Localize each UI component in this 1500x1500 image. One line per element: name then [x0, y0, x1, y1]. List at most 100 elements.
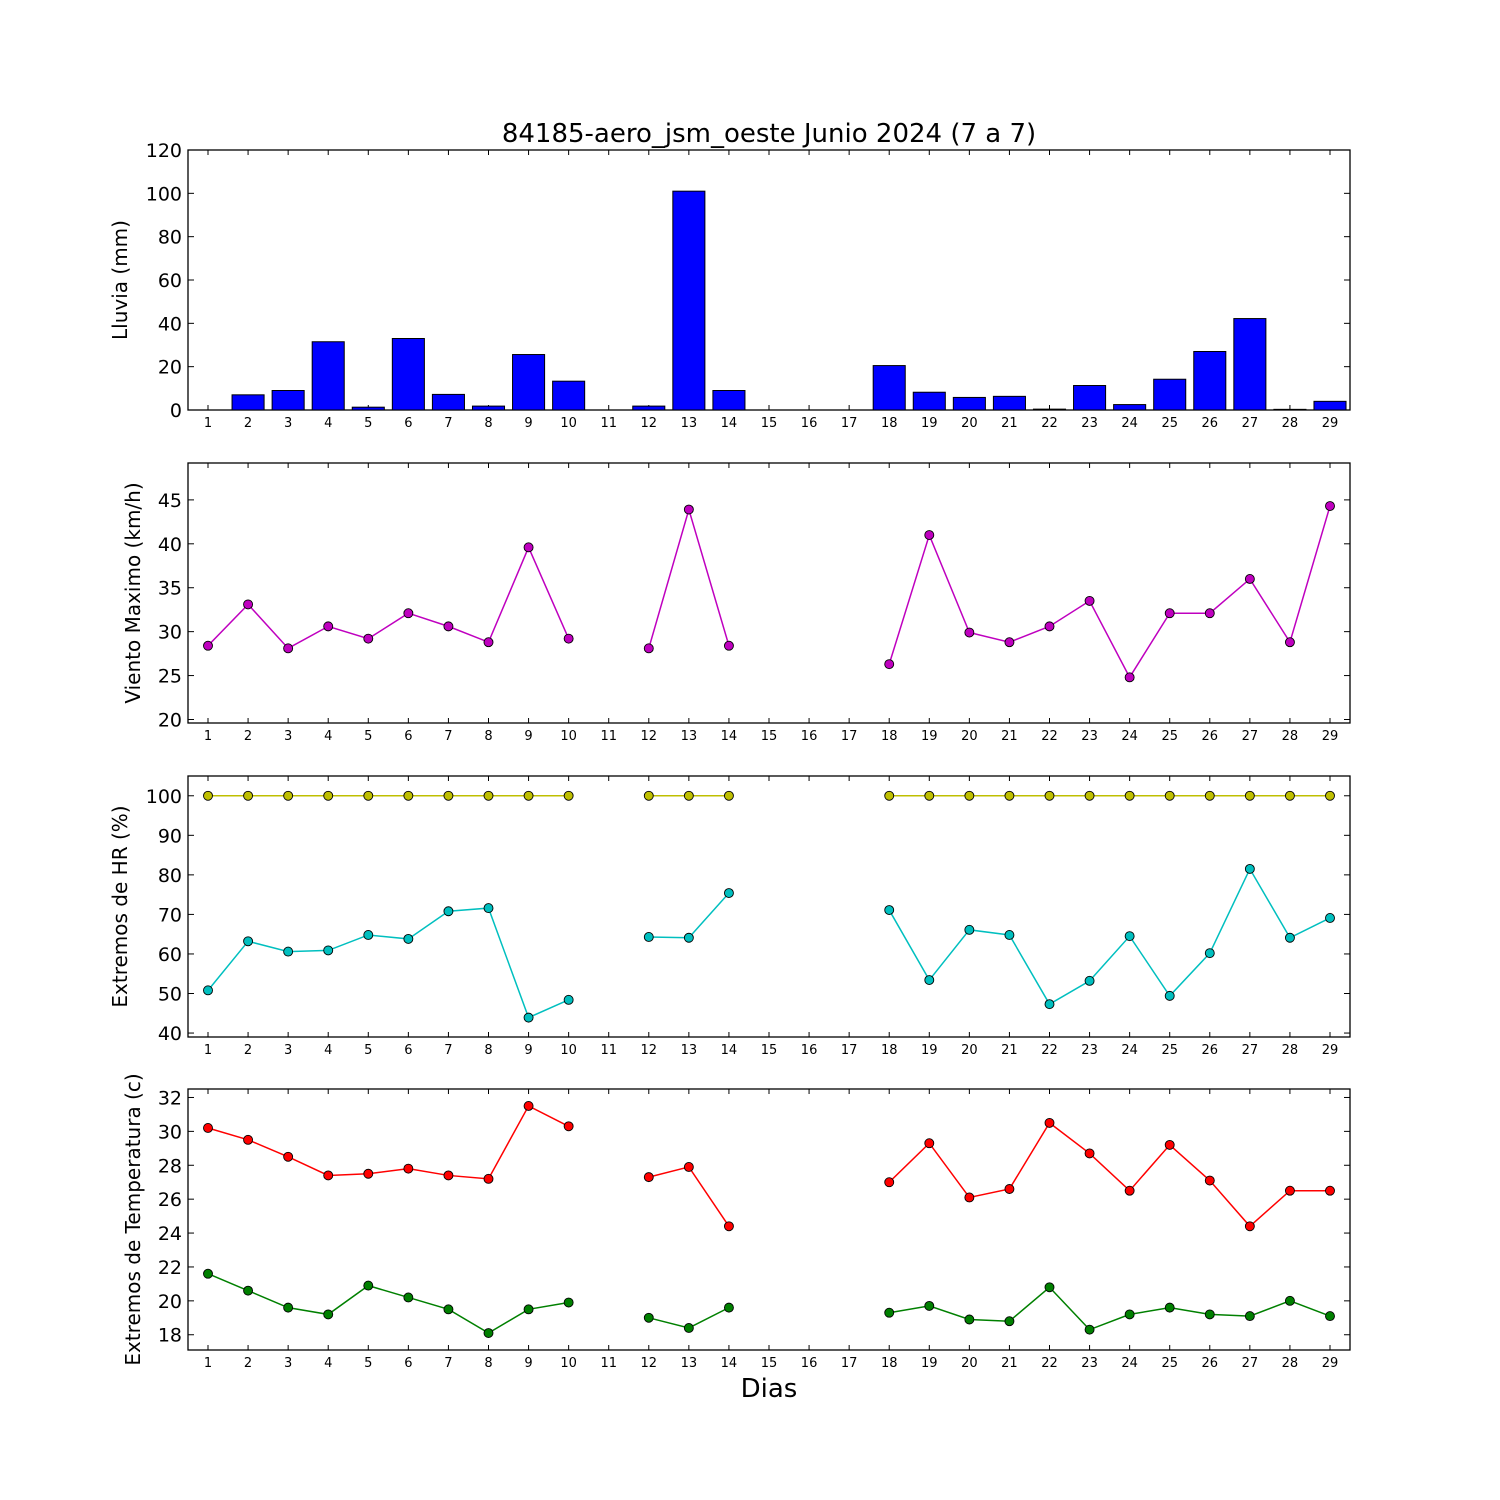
series-1-point-day-8: [483, 637, 494, 648]
bar-day-7: [431, 393, 465, 411]
x-tick-label: 18: [881, 416, 898, 431]
series-1-point-day-26: [1204, 790, 1215, 801]
series-1-point-day-6: [403, 1163, 414, 1174]
x-tick-label: 10: [560, 416, 577, 431]
series-2-point-day-12: [643, 932, 654, 942]
series-1-point-day-26: [1204, 608, 1215, 619]
x-tick-label: 7: [444, 1356, 452, 1371]
series-2-point-day-26: [1204, 948, 1215, 959]
x-tick-label: 15: [761, 416, 778, 431]
series-2-point-day-26: [1204, 1309, 1215, 1320]
x-tick-label: 21: [1001, 729, 1018, 744]
x-tick-label: 14: [721, 1043, 738, 1058]
x-tick-label: 12: [641, 416, 658, 431]
series-1-point-day-18: [884, 1177, 895, 1188]
series-2-point-day-28: [1284, 1295, 1295, 1306]
series-1-line: [207, 545, 570, 650]
series-1-point-day-25: [1164, 1139, 1175, 1150]
x-tick-label: 8: [484, 1356, 492, 1371]
y-tick-label: 80: [158, 227, 182, 249]
x-tick-label: 2: [244, 729, 252, 744]
series-2-point-day-6: [403, 1292, 414, 1303]
y-axis-label: Extremos de Temperatura (c): [121, 1073, 145, 1365]
x-tick-label: 8: [484, 1043, 492, 1058]
bar-day-19: [912, 391, 946, 411]
series-2-point-day-1: [203, 1268, 213, 1279]
x-tick-label: 11: [600, 1043, 617, 1058]
x-tick-label: 1: [204, 416, 212, 431]
x-tick-label: 21: [1001, 416, 1018, 431]
x-tick-label: 24: [1121, 729, 1138, 744]
x-tick-label: 29: [1322, 416, 1339, 431]
x-tick-label: 23: [1081, 1043, 1098, 1058]
x-tick-label: 3: [284, 1356, 292, 1371]
x-tick-label: 12: [641, 1043, 658, 1058]
x-tick-label: 20: [961, 416, 978, 431]
x-tick-label: 18: [881, 729, 898, 744]
bar-day-14: [712, 390, 746, 411]
x-tick-label: 21: [1001, 1356, 1018, 1371]
series-1-point-day-24: [1124, 672, 1135, 683]
series-2-point-day-23: [1084, 975, 1095, 986]
series-2-point-day-4: [323, 1309, 334, 1320]
series-2-point-day-28: [1284, 932, 1295, 943]
x-tick-label: 27: [1242, 729, 1259, 744]
x-tick-label: 28: [1282, 1356, 1299, 1371]
x-tick-label: 21: [1001, 1043, 1018, 1058]
series-2-point-day-2: [243, 1285, 254, 1296]
series-2-point-day-21: [1004, 1316, 1015, 1327]
x-tick-label: 9: [524, 1043, 532, 1058]
series-1-point-day-19: [924, 1138, 935, 1149]
y-tick-label: 30: [158, 1121, 182, 1143]
x-tick-label: 13: [681, 1356, 698, 1371]
x-tick-label: 22: [1041, 1356, 1058, 1371]
series-1-point-day-20: [964, 627, 975, 638]
x-tick-label: 27: [1242, 1043, 1259, 1058]
x-tick-label: 2: [244, 416, 252, 431]
bar-day-6: [391, 338, 425, 411]
y-tick-label: 40: [158, 313, 182, 335]
series-2-point-day-3: [283, 946, 294, 957]
x-tick-label: 3: [284, 416, 292, 431]
x-tick-label: 7: [444, 416, 452, 431]
bar-day-26: [1193, 351, 1227, 411]
series-1-point-day-25: [1164, 608, 1175, 619]
series-2-point-day-20: [964, 1314, 975, 1325]
series-1-point-day-25: [1164, 790, 1175, 801]
series-1-point-day-12: [643, 643, 654, 654]
y-tick-label: 0: [170, 400, 182, 422]
bar-day-24: [1113, 404, 1147, 411]
y-tick-label: 22: [158, 1257, 182, 1279]
series-2-point-day-14: [723, 1302, 734, 1313]
x-tick-label: 23: [1081, 416, 1098, 431]
series-1-point-day-10: [563, 790, 574, 801]
series-1-point-day-10: [563, 1121, 574, 1132]
series-1-point-day-29: [1325, 1185, 1335, 1196]
x-tick-label: 12: [641, 1356, 658, 1371]
series-2-point-day-9: [523, 1304, 534, 1315]
x-tick-label: 7: [444, 1043, 452, 1058]
series-1-point-day-28: [1284, 790, 1295, 801]
x-tick-label: 5: [364, 729, 372, 744]
x-tick-label: 17: [841, 416, 858, 431]
bar-day-25: [1153, 378, 1187, 411]
y-tick-label: 30: [158, 622, 182, 644]
x-tick-label: 20: [961, 1043, 978, 1058]
series-2-point-day-14: [723, 888, 734, 899]
x-tick-label: 4: [324, 1356, 332, 1371]
y-tick-label: 50: [158, 984, 182, 1006]
series-1-point-day-3: [283, 790, 294, 801]
x-tick-label: 3: [284, 1043, 292, 1058]
x-tick-label: 15: [761, 1356, 778, 1371]
x-tick-label: 15: [761, 1043, 778, 1058]
x-tick-label: 20: [961, 729, 978, 744]
x-tick-label: 5: [364, 1043, 372, 1058]
series-1-point-day-29: [1325, 501, 1335, 511]
x-tick-label: 9: [524, 729, 532, 744]
x-tick-label: 16: [801, 416, 818, 431]
series-2-point-day-27: [1244, 1311, 1255, 1322]
series-1-point-day-9: [523, 1100, 534, 1111]
